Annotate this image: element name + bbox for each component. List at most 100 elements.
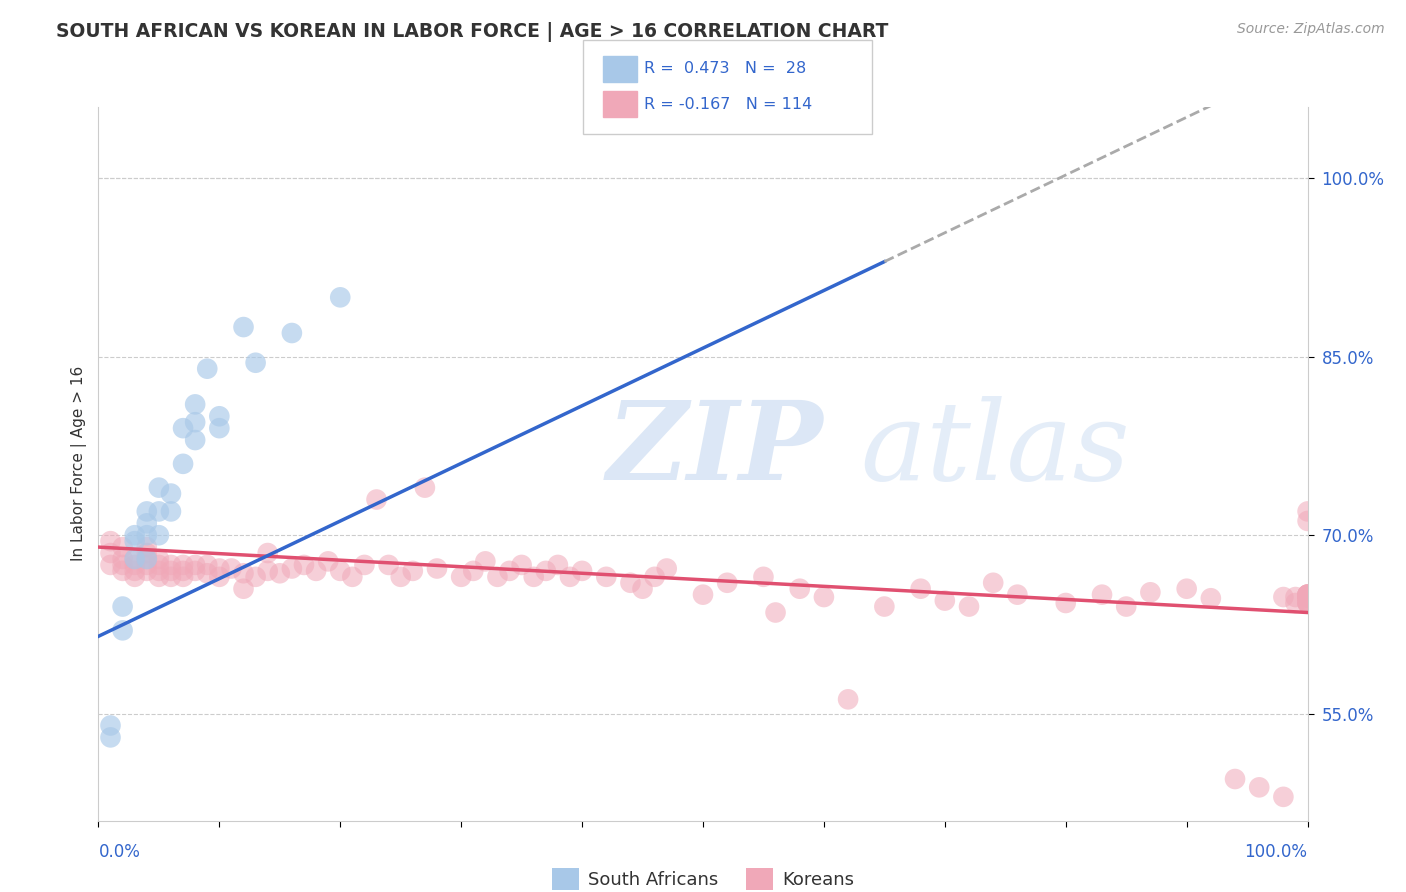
Point xyxy=(208,570,231,584)
Point xyxy=(644,570,666,584)
Point xyxy=(160,558,183,572)
Point xyxy=(1296,514,1319,528)
Point xyxy=(148,552,170,566)
Point xyxy=(655,561,678,575)
Point xyxy=(402,564,425,578)
Point xyxy=(316,554,339,568)
Point xyxy=(1296,504,1319,518)
Point xyxy=(148,570,170,584)
Point xyxy=(172,570,194,584)
Point xyxy=(1115,599,1137,614)
Point xyxy=(124,564,146,578)
Point xyxy=(1296,596,1319,610)
Point xyxy=(510,558,533,572)
Point xyxy=(208,561,231,575)
Point xyxy=(789,582,811,596)
Point xyxy=(813,590,835,604)
Point xyxy=(957,599,980,614)
Point xyxy=(486,570,509,584)
Point xyxy=(184,433,207,447)
Point xyxy=(135,564,157,578)
Point xyxy=(1296,596,1319,610)
Point xyxy=(124,558,146,572)
Point xyxy=(1296,588,1319,602)
Point xyxy=(765,606,787,620)
Point xyxy=(148,528,170,542)
Point xyxy=(353,558,375,572)
Point xyxy=(837,692,859,706)
Point xyxy=(342,570,364,584)
Point xyxy=(184,558,207,572)
Text: R = -0.167   N = 114: R = -0.167 N = 114 xyxy=(644,97,813,112)
Point xyxy=(135,546,157,560)
Point xyxy=(221,561,243,575)
Point xyxy=(100,718,122,732)
Point xyxy=(100,534,122,549)
Point xyxy=(426,561,449,575)
Point xyxy=(1296,588,1319,602)
Point xyxy=(135,552,157,566)
Point xyxy=(619,575,641,590)
Text: atlas: atlas xyxy=(860,396,1130,503)
Point xyxy=(160,564,183,578)
Point xyxy=(148,481,170,495)
Point xyxy=(208,421,231,435)
Point xyxy=(474,554,496,568)
Point xyxy=(450,570,472,584)
Text: Source: ZipAtlas.com: Source: ZipAtlas.com xyxy=(1237,22,1385,37)
Text: ZIP: ZIP xyxy=(606,396,823,503)
Point xyxy=(172,457,194,471)
Point xyxy=(571,564,593,578)
Point xyxy=(135,528,157,542)
Point xyxy=(232,566,254,581)
Point xyxy=(377,558,399,572)
Point xyxy=(100,731,122,745)
Point xyxy=(1199,591,1222,606)
Point xyxy=(934,593,956,607)
Point xyxy=(523,570,546,584)
Point xyxy=(184,415,207,429)
Point xyxy=(111,564,134,578)
Point xyxy=(498,564,520,578)
Point xyxy=(232,320,254,334)
Point xyxy=(245,570,267,584)
Point xyxy=(595,570,617,584)
Point xyxy=(172,564,194,578)
Point xyxy=(1296,590,1319,604)
Text: 0.0%: 0.0% xyxy=(98,843,141,861)
Point xyxy=(463,564,485,578)
Point xyxy=(124,534,146,549)
Point xyxy=(160,486,183,500)
Point xyxy=(1139,585,1161,599)
Point xyxy=(329,564,352,578)
Point xyxy=(111,599,134,614)
Point xyxy=(1223,772,1246,786)
Point xyxy=(873,599,896,614)
Point xyxy=(208,409,231,424)
Y-axis label: In Labor Force | Age > 16: In Labor Force | Age > 16 xyxy=(72,367,87,561)
Point xyxy=(1296,590,1319,604)
Point xyxy=(558,570,581,584)
Point xyxy=(1296,588,1319,602)
Point xyxy=(1175,582,1198,596)
Point xyxy=(100,558,122,572)
Point xyxy=(292,558,315,572)
Point xyxy=(547,558,569,572)
Point xyxy=(124,552,146,566)
Point xyxy=(148,564,170,578)
Point xyxy=(1296,590,1319,604)
Point xyxy=(1296,596,1319,610)
Point xyxy=(692,588,714,602)
Point xyxy=(1296,596,1319,610)
Point xyxy=(135,516,157,531)
Point xyxy=(910,582,932,596)
Point xyxy=(124,552,146,566)
Point xyxy=(389,570,412,584)
Point xyxy=(195,566,218,581)
Point xyxy=(100,546,122,560)
Point xyxy=(305,564,328,578)
Point xyxy=(1272,590,1295,604)
Point xyxy=(1007,588,1029,602)
Text: 100.0%: 100.0% xyxy=(1244,843,1308,861)
Point xyxy=(148,558,170,572)
